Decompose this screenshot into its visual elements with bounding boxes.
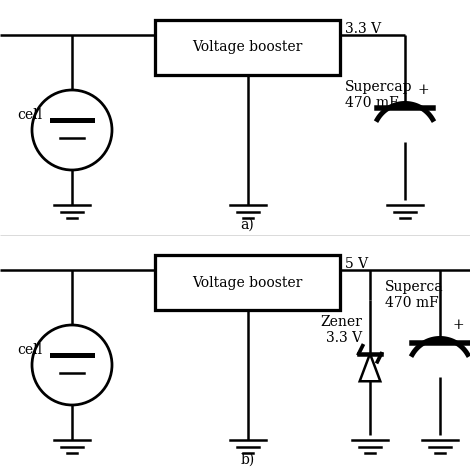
Text: 3.3 V: 3.3 V <box>345 22 381 36</box>
Bar <box>155 20 340 75</box>
Text: 5 V: 5 V <box>345 257 368 271</box>
Text: a): a) <box>241 218 254 232</box>
Text: Voltage booster: Voltage booster <box>192 40 303 55</box>
Text: b): b) <box>240 453 255 467</box>
Text: cell: cell <box>17 343 42 357</box>
Text: Supercap
470 mF: Supercap 470 mF <box>345 80 413 110</box>
Text: Superca
470 mF: Superca 470 mF <box>385 280 444 310</box>
Text: +: + <box>417 83 429 97</box>
Bar <box>155 255 340 310</box>
Text: Voltage booster: Voltage booster <box>192 275 303 290</box>
Text: Zener
3.3 V: Zener 3.3 V <box>320 315 362 345</box>
Text: cell: cell <box>17 108 42 122</box>
Text: +: + <box>452 318 464 332</box>
